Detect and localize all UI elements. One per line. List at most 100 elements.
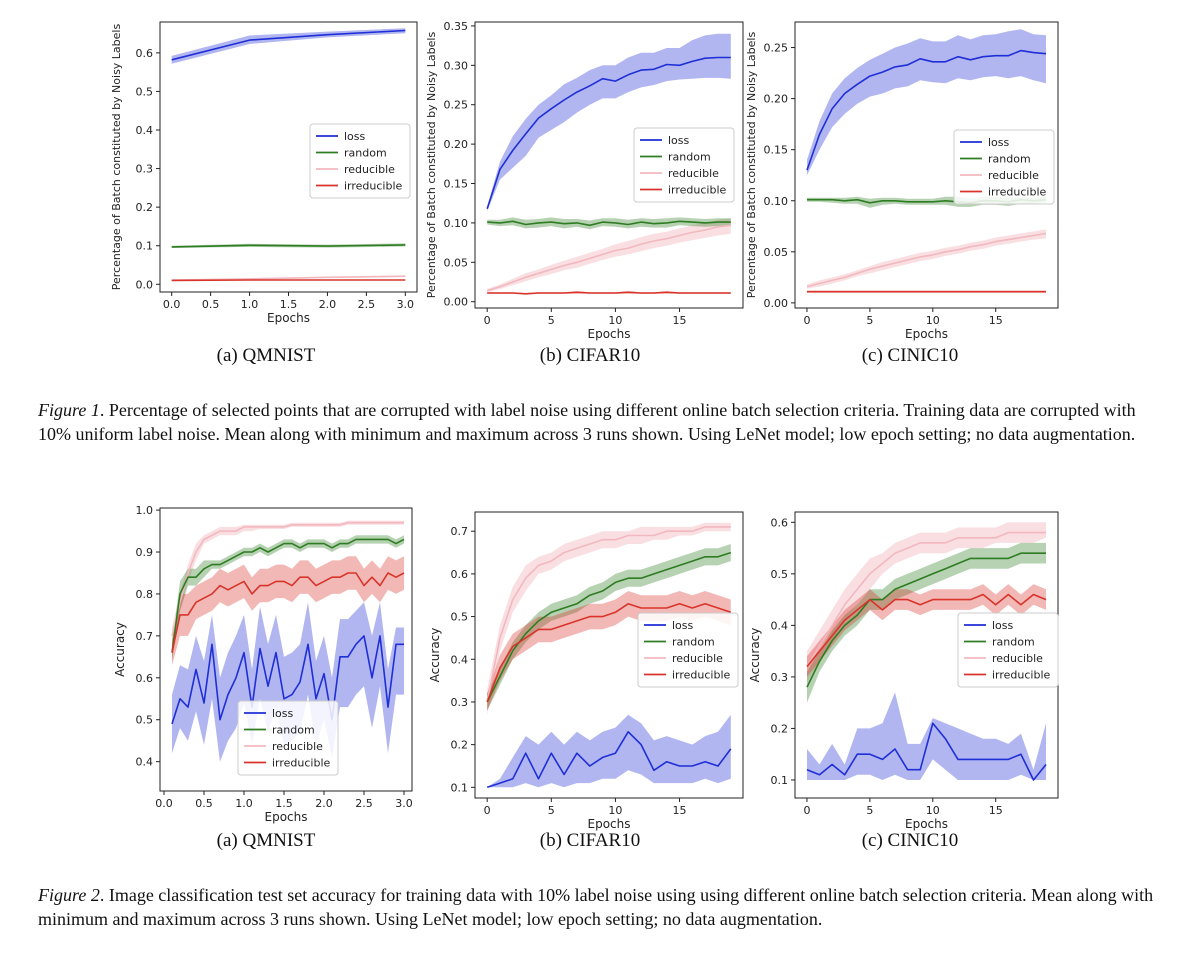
legend-box: [633, 127, 735, 203]
y-tick-label: 0.00: [444, 296, 469, 309]
legend-label-random: random: [272, 724, 315, 737]
band-reducible: [807, 229, 1046, 289]
line-random: [486, 551, 732, 703]
y-tick-label: 0.5: [136, 714, 154, 727]
y-tick-label: 0.2: [451, 739, 469, 752]
x-tick-label: 0: [803, 804, 810, 817]
figure2-text: . Image classification test set accuracy…: [38, 885, 1154, 929]
x-tick-label: 1.5: [280, 298, 298, 311]
x-tick-label: 15: [673, 314, 687, 327]
legend-label-reducible: reducible: [992, 652, 1043, 665]
plot-area-fig1b: [486, 33, 731, 295]
x-tick-label: 2.5: [358, 298, 376, 311]
y-tick-label: 0.1: [451, 781, 469, 794]
y-tick-label: 0.2: [136, 201, 154, 214]
legend-label-irreducible: irreducible: [992, 669, 1051, 682]
y-tick-label: 0.9: [136, 546, 154, 559]
y-tick-label: 0.6: [136, 672, 154, 685]
axes-frame: [159, 507, 413, 792]
band-loss: [171, 28, 406, 64]
chart-fig1a: 0.0 0.5 1.0 1.5 2.0 2.5 3.0 0.0 0.1 0.2 0.3 0.4 0.5 0…: [110, 21, 418, 325]
band-irreducible: [487, 591, 731, 711]
x-tick-label: 5: [866, 804, 873, 817]
figure1-label: Figure 1: [38, 400, 100, 420]
plot-area-fig2a: [171, 520, 405, 762]
y-axis-label: Accuracy: [113, 622, 127, 677]
legend: loss random reducible irreducible: [633, 127, 735, 203]
y-tick-label: 0.25: [444, 99, 469, 112]
fig2-subcaption-b: (b) CIFAR10: [539, 830, 641, 851]
y-tick-label: 0.1: [771, 774, 789, 787]
x-tick-label: 0.0: [163, 298, 181, 311]
legend-box: [957, 612, 1059, 688]
plot-area-fig2c: [806, 522, 1047, 781]
x-axis-label: Epochs: [588, 327, 631, 341]
x-tick-label: 0: [803, 314, 810, 327]
band-loss: [172, 602, 404, 762]
fig2-subcaption-c: (c) CINIC10: [861, 830, 959, 851]
x-tick-label: 3.0: [395, 797, 413, 810]
legend-label-irreducible: irreducible: [668, 184, 727, 197]
line-reducible: [171, 521, 404, 637]
figure2-label: Figure 2: [38, 885, 100, 905]
legend-label-reducible: reducible: [344, 163, 395, 176]
line-loss: [171, 29, 406, 61]
fig2-subcaption-a: (a) QMNIST: [216, 830, 316, 851]
chart-fig1c: 0 5 10 15 0.00 0.05 0.10 0.15 0.20 0.25 Epochs Perc…: [745, 21, 1059, 341]
legend-box: [637, 612, 739, 688]
legend: loss random reducible irreducible: [957, 612, 1059, 688]
y-axis-label: Percentage of Batch constituted by Noisy…: [110, 24, 123, 291]
legend-label-loss: loss: [344, 130, 366, 143]
y-tick-label: 0.6: [451, 568, 469, 581]
x-tick-label: 15: [989, 314, 1003, 327]
y-tick-label: 1.0: [136, 504, 154, 517]
figure1-caption: Figure 1. Percentage of selected points …: [38, 398, 1163, 446]
band-loss: [807, 692, 1046, 780]
line-random: [171, 538, 405, 653]
x-tick-label: 0: [484, 804, 491, 817]
y-tick-label: 0.4: [136, 756, 154, 769]
line-irreducible: [806, 593, 1047, 668]
y-axis-label: Percentage of Batch constituted by Noisy…: [745, 32, 758, 299]
y-tick-label: 0.15: [764, 144, 789, 157]
y-tick-label: 0.4: [771, 619, 789, 632]
x-tick-label: 10: [926, 804, 940, 817]
y-tick-label: 0.3: [451, 696, 469, 709]
x-tick-label: 2.0: [315, 797, 333, 810]
figure1-text: . Percentage of selected points that are…: [38, 400, 1136, 444]
plot-area-fig2b: [486, 522, 732, 789]
y-tick-label: 0.7: [136, 630, 154, 643]
y-tick-label: 0.5: [451, 611, 469, 624]
line-loss: [171, 635, 404, 725]
y-tick-label: 0.4: [451, 653, 469, 666]
line-reducible: [486, 224, 731, 292]
y-tick-label: 0.8: [136, 588, 154, 601]
y-tick-label: 0.00: [764, 297, 789, 310]
line-random: [171, 244, 406, 248]
band-random: [807, 542, 1046, 703]
x-tick-label: 10: [608, 314, 622, 327]
band-irreducible: [807, 584, 1046, 677]
x-axis-label: Epochs: [905, 817, 948, 831]
legend-label-random: random: [668, 151, 711, 164]
x-tick-label: 1.5: [275, 797, 293, 810]
y-tick-label: 0.5: [771, 568, 789, 581]
y-tick-label: 0.10: [764, 195, 789, 208]
x-axis-label: Epochs: [265, 810, 308, 824]
y-tick-label: 0.35: [444, 20, 469, 33]
line-random: [487, 220, 731, 227]
x-tick-label: 3.0: [397, 298, 415, 311]
axes-frame: [474, 21, 744, 309]
x-tick-label: 0: [484, 314, 491, 327]
y-tick-label: 0.30: [444, 59, 469, 72]
band-loss: [487, 714, 731, 788]
y-tick-label: 0.10: [444, 217, 469, 230]
x-axis-label: Epochs: [267, 311, 310, 325]
fig1-subcaption-c: (c) CINIC10: [861, 345, 959, 366]
y-axis-label: Accuracy: [428, 628, 442, 683]
legend-label-loss: loss: [668, 134, 690, 147]
y-tick-label: 0.7: [451, 525, 469, 538]
x-tick-label: 15: [989, 804, 1003, 817]
y-tick-label: 0.25: [764, 42, 789, 55]
